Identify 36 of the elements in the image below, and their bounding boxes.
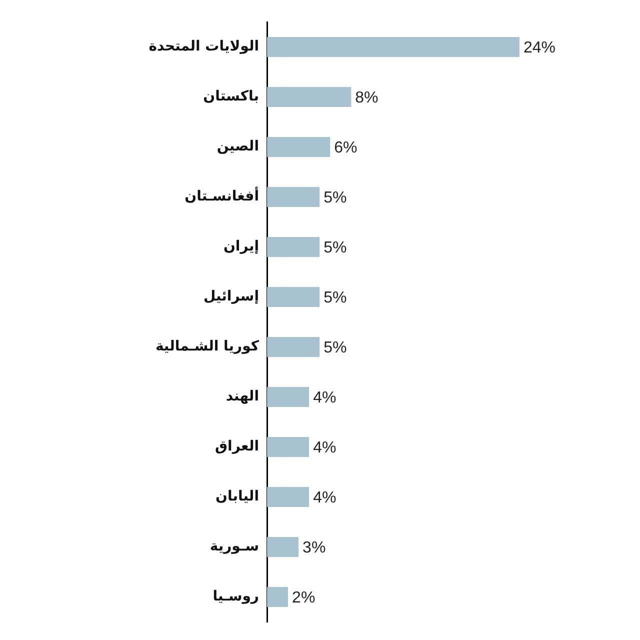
- data-label: 6%: [334, 139, 358, 156]
- bar: [267, 87, 352, 107]
- data-label: 5%: [324, 239, 347, 256]
- y-tick-label: اليابان: [216, 488, 259, 505]
- bar: [267, 237, 320, 257]
- data-label: 24%: [523, 39, 556, 56]
- y-tick-label: إسرائيل: [203, 288, 259, 305]
- data-label: 2%: [292, 589, 316, 606]
- bar: [267, 37, 520, 57]
- bar: [267, 187, 320, 207]
- bar: [267, 437, 310, 457]
- data-label: 5%: [324, 189, 347, 206]
- data-label: 4%: [313, 439, 336, 456]
- data-label: 5%: [324, 339, 347, 356]
- bar: [267, 537, 299, 557]
- y-tick-label: العراق: [215, 438, 259, 455]
- y-tick-label: أفغانسـتان: [184, 186, 259, 205]
- y-tick-label: باكستان: [203, 88, 259, 105]
- data-label: 3%: [302, 539, 326, 556]
- bar: [267, 387, 310, 407]
- bar: [267, 487, 310, 507]
- y-tick-label: روسـيا: [212, 588, 259, 605]
- y-tick-label: الولايات المتحدة: [148, 38, 259, 55]
- bar: [267, 137, 330, 157]
- y-tick-label: الصين: [216, 138, 259, 155]
- data-label: 8%: [355, 89, 378, 106]
- data-label: 4%: [313, 389, 336, 406]
- data-label: 5%: [324, 289, 347, 306]
- y-tick-label: سـورية: [210, 538, 259, 555]
- bar: [267, 587, 288, 607]
- bar: [267, 287, 320, 307]
- y-tick-label: كوريا الشـمالية: [155, 338, 260, 355]
- data-label: 4%: [313, 489, 336, 506]
- y-tick-label: الهند: [226, 388, 259, 405]
- bar: [267, 337, 320, 357]
- y-tick-label: إيران: [223, 238, 259, 255]
